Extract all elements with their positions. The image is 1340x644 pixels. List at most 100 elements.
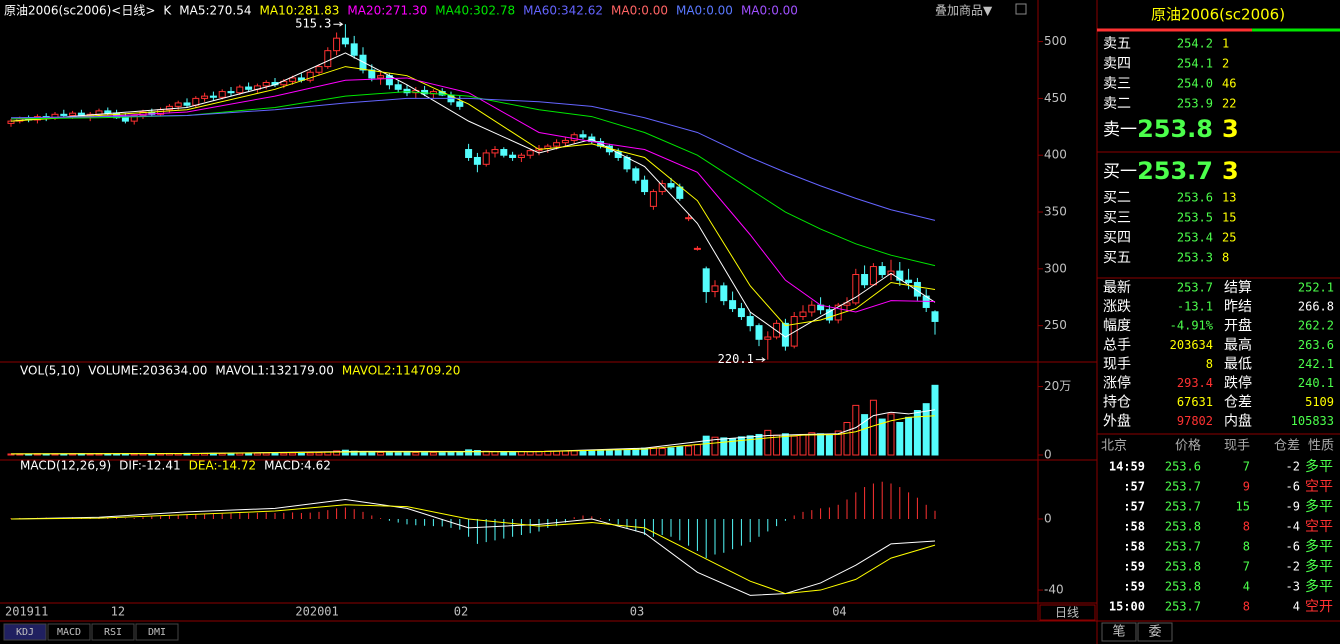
volume-bar xyxy=(693,444,701,456)
tab[interactable] xyxy=(135,623,179,641)
tab-label[interactable]: RSI xyxy=(104,627,122,638)
tab-label[interactable]: MACD xyxy=(57,627,81,638)
candle-body xyxy=(359,54,367,71)
stat-label: 总手 xyxy=(1103,337,1131,353)
tick-qty: 8 xyxy=(1243,600,1250,614)
volume-bar xyxy=(289,452,297,456)
stat-value: 97802 xyxy=(1177,414,1213,428)
tab[interactable] xyxy=(3,623,47,641)
tick-nature: 多平 xyxy=(1305,578,1333,595)
volume-bar xyxy=(429,452,437,456)
side-tab-label[interactable]: 委 xyxy=(1148,625,1161,640)
volume-bar xyxy=(896,421,904,456)
tab-label[interactable]: DMI xyxy=(148,627,166,638)
bid-price: 253.7 xyxy=(1137,157,1213,185)
candle-body xyxy=(236,86,244,94)
annotation: 515.3 xyxy=(295,17,331,31)
candle-body xyxy=(764,336,772,340)
volume-bar xyxy=(905,416,913,456)
volume-bar xyxy=(790,435,798,456)
y-tick-label: 450 xyxy=(1044,91,1067,105)
candle-body xyxy=(341,37,349,45)
tab[interactable] xyxy=(91,623,135,641)
volume-bar xyxy=(808,432,816,456)
bid-qty: 13 xyxy=(1222,191,1236,205)
candle-body xyxy=(693,247,701,250)
candle-body xyxy=(737,308,745,318)
tick-oi: -3 xyxy=(1286,580,1300,594)
candle-body xyxy=(905,279,913,283)
tick-qty: 8 xyxy=(1243,540,1250,554)
legend-item: MAVOL1:132179.00 xyxy=(215,364,334,378)
volume-bar xyxy=(702,435,710,456)
tick-price: 253.7 xyxy=(1165,600,1201,614)
candle-body xyxy=(676,186,684,199)
x-tick-label: 12 xyxy=(111,605,125,619)
candle-body xyxy=(324,50,332,68)
candle-body xyxy=(297,77,305,81)
candle-body xyxy=(570,134,578,141)
volume-bar xyxy=(570,450,578,456)
y-tick-label: -40 xyxy=(1044,583,1064,597)
side-tab[interactable] xyxy=(1101,622,1137,642)
bid-label: 买二 xyxy=(1103,190,1131,206)
candle-body xyxy=(755,325,763,340)
legend-item: MA0:0.00 xyxy=(611,4,668,18)
tick-nature: 空平 xyxy=(1305,479,1333,495)
candle-body xyxy=(403,88,411,94)
candle-body xyxy=(553,142,561,147)
tick-time: :57 xyxy=(1123,500,1145,514)
ask-price: 253.9 xyxy=(1177,97,1213,111)
chart-title: 原油2006(sc2006)<日线> xyxy=(4,4,155,18)
indicator-line xyxy=(10,52,936,338)
y-tick-label: 20万 xyxy=(1044,379,1071,393)
candle-body xyxy=(315,66,323,73)
tab[interactable] xyxy=(47,623,91,641)
ask-label: 卖五 xyxy=(1103,36,1131,52)
stat-label: 现手 xyxy=(1103,356,1131,372)
candle-body xyxy=(104,110,112,114)
legend-item: MA0:0.00 xyxy=(676,4,733,18)
y-tick-label: 250 xyxy=(1044,318,1067,332)
legend-label: K xyxy=(163,4,172,18)
tick-price: 253.7 xyxy=(1165,540,1201,554)
legend-item: MA10:281.83 xyxy=(260,4,340,18)
overlay-button[interactable]: 叠加商品▼ xyxy=(935,3,993,18)
tick-time: :59 xyxy=(1123,580,1145,594)
ask-price: 254.2 xyxy=(1177,37,1213,51)
volume-bar xyxy=(597,450,605,456)
side-tab-label[interactable]: 笔 xyxy=(1112,624,1125,640)
legend-item: MACD:4.62 xyxy=(264,459,331,473)
candle-body xyxy=(245,86,253,90)
candle-body xyxy=(227,91,235,94)
volume-bar xyxy=(711,436,719,456)
volume-bar xyxy=(341,449,349,456)
tab-label[interactable]: KDJ xyxy=(16,627,34,638)
volume-bar xyxy=(271,452,279,456)
tick-oi: -4 xyxy=(1286,520,1300,534)
window-button[interactable] xyxy=(1015,3,1027,15)
volume-bar xyxy=(465,449,473,456)
candle-body xyxy=(280,80,288,86)
x-tick-label: 03 xyxy=(630,605,644,619)
stat-value: 252.1 xyxy=(1298,281,1334,295)
stat-value: -13.1 xyxy=(1177,300,1213,314)
side-tab[interactable] xyxy=(1137,622,1173,642)
period-label[interactable]: 日线 xyxy=(1055,606,1079,620)
candle-body xyxy=(456,101,464,107)
candle-body xyxy=(729,300,737,310)
volume-bar xyxy=(579,450,587,456)
volume-bar xyxy=(843,421,851,456)
candle-body xyxy=(702,268,710,293)
candle-body xyxy=(561,139,569,144)
volume-bar xyxy=(385,452,393,456)
candle-body xyxy=(69,112,77,116)
candle-body xyxy=(500,149,508,156)
y-tick-label: 500 xyxy=(1044,34,1067,48)
stat-label: 最高 xyxy=(1224,336,1252,353)
tick-oi: 4 xyxy=(1293,600,1300,614)
tick-price: 253.8 xyxy=(1165,560,1201,574)
legend-item: MA20:271.30 xyxy=(347,4,427,18)
candle-body xyxy=(491,149,499,154)
